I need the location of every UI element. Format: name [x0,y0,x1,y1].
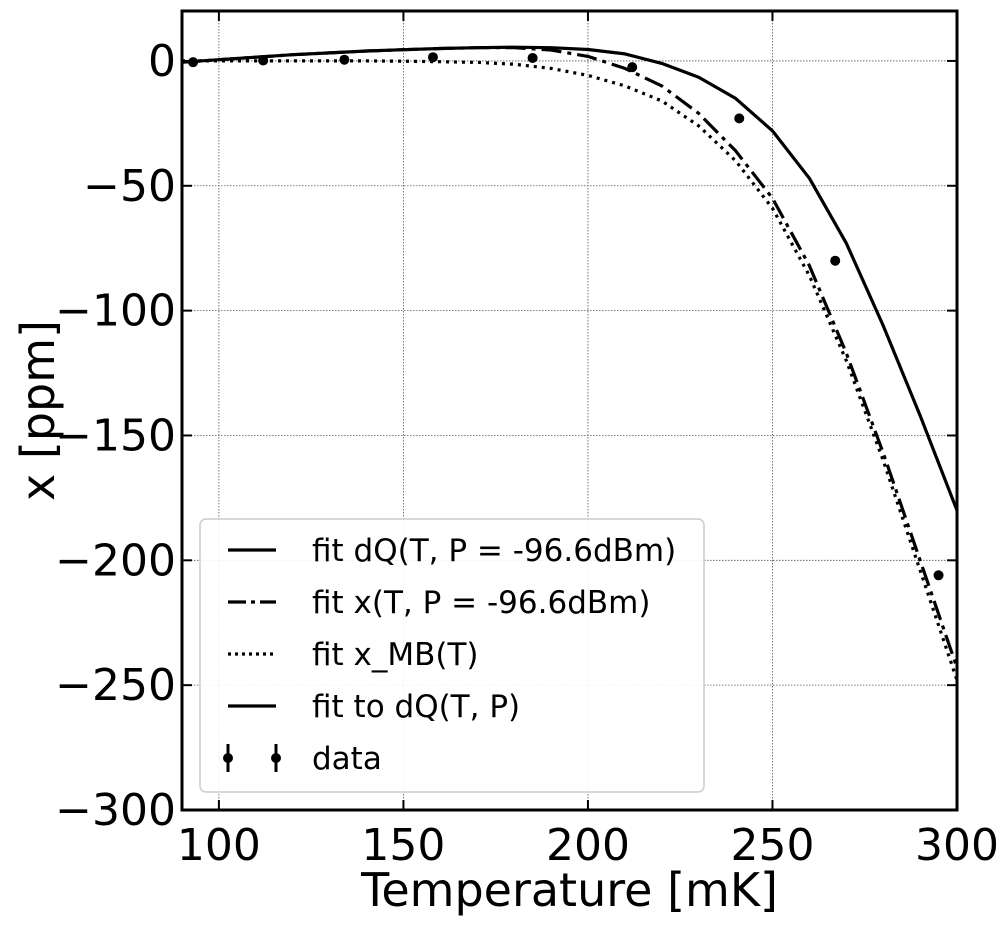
y-tick-label: −150 [55,410,176,461]
data-point [339,54,350,65]
series-line [182,46,957,669]
x-tick-label: 200 [546,820,630,871]
legend-label: fit x(T, P = -96.6dBm) [312,585,650,621]
legend-marker [223,753,233,763]
data-point [627,62,638,73]
x-axis-label: Temperature [mK] [360,863,778,917]
y-tick-label: −100 [55,286,176,337]
data-point [258,55,269,66]
data-point [830,255,841,266]
data-point [427,52,438,63]
y-tick-label: −300 [55,785,176,836]
legend-label: fit dQ(T, P = -96.6dBm) [312,533,676,569]
y-tick-label: −50 [83,161,176,212]
data-point [933,570,944,581]
plot-area [182,45,957,681]
y-tick-label: −250 [55,660,176,711]
tick-labels: 100 150 200 250 300 0 −50 −100 −150 −200 −250 −300 [55,36,999,871]
x-tick-label: 100 [177,820,261,871]
y-tick-label: 0 [148,36,176,87]
plot-frame [180,9,959,812]
legend-marker [271,753,281,763]
y-axis-label: x [ppm] [11,320,65,501]
legend-label: fit to dQ(T, P) [312,689,520,725]
x-tick-label: 250 [730,820,814,871]
y-tick-label: −200 [55,535,176,586]
legend: fit dQ(T, P = -96.6dBm) fit x(T, P = -96.… [199,518,705,793]
data-point [734,113,745,124]
data-point [527,52,538,63]
data-point [188,57,199,68]
legend-label: data [312,741,382,777]
x-tick-label: 150 [361,820,445,871]
series-line [182,45,957,511]
series-line [182,59,957,681]
legend-label: fit x_MB(T) [312,637,479,673]
legend-box [199,518,705,793]
x-tick-label: 300 [915,820,999,871]
